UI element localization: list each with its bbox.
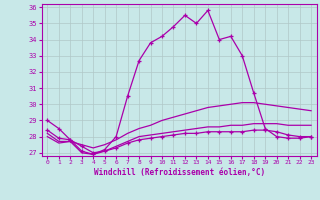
X-axis label: Windchill (Refroidissement éolien,°C): Windchill (Refroidissement éolien,°C) xyxy=(94,168,265,177)
